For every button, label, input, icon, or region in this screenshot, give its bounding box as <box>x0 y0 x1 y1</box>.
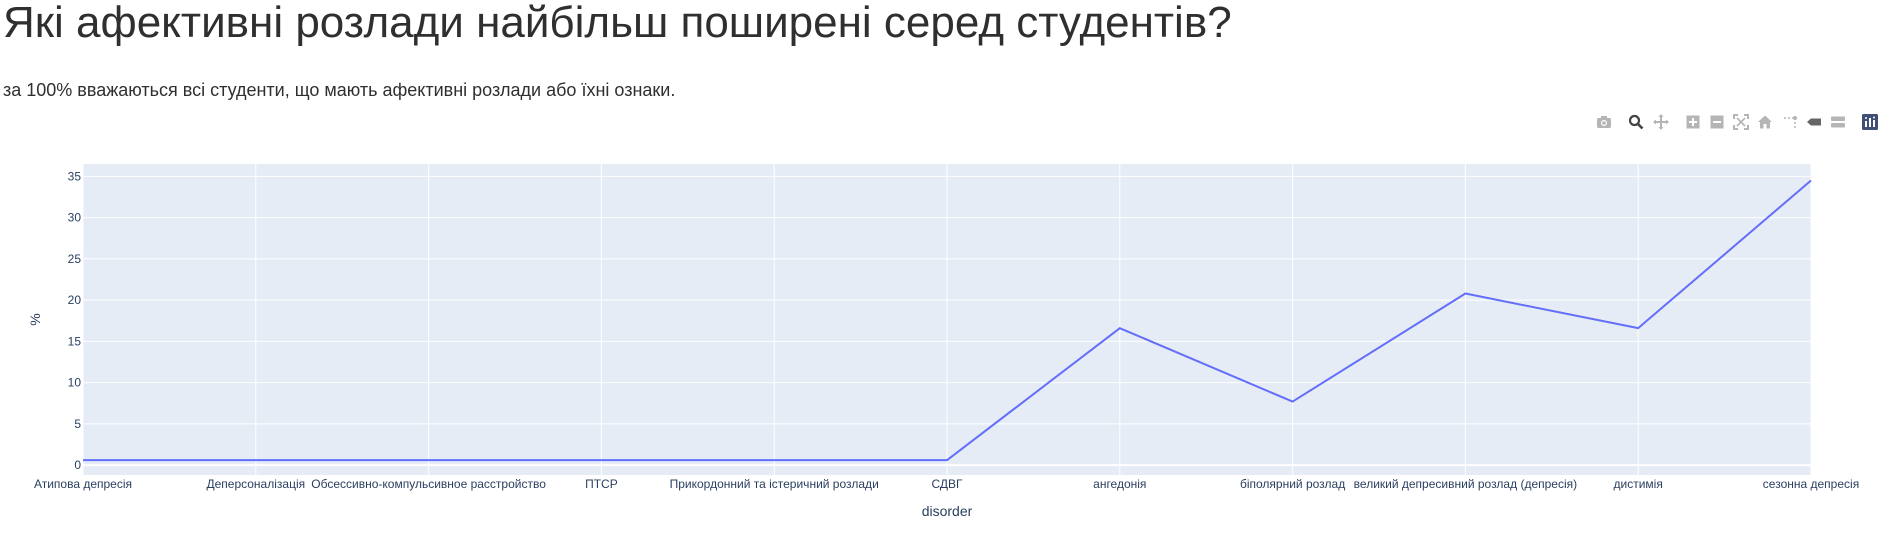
y-tick-label: 5 <box>74 417 81 431</box>
x-tick-label: СДВГ <box>931 477 963 491</box>
autoscale-icon[interactable] <box>1731 112 1751 132</box>
camera-icon[interactable] <box>1594 112 1614 132</box>
grid-lines <box>82 164 1812 475</box>
page-title: Які афективні розлади найбільш поширені … <box>3 0 1232 47</box>
spike-lines-icon[interactable] <box>1780 112 1800 132</box>
plotly-logo-icon[interactable] <box>1860 112 1880 132</box>
y-axis-title: % <box>27 313 43 325</box>
x-tick-label: дистимія <box>1614 477 1663 491</box>
series-lines <box>83 179 1812 462</box>
y-tick-label: 20 <box>68 293 82 307</box>
home-icon[interactable] <box>1755 112 1775 132</box>
x-tick-label: Прикордонний та істеричний розлади <box>670 477 879 491</box>
zoom-out-icon[interactable] <box>1707 112 1727 132</box>
x-tick-label: Атипова депресія <box>34 477 132 491</box>
y-axis-ticks: 0 5 10 15 20 25 30 35 <box>68 169 82 472</box>
pan-icon[interactable] <box>1651 112 1671 132</box>
x-axis-ticks: Атипова депресія Деперсоналізація Обсессив… <box>34 477 1859 491</box>
series-line[interactable] <box>83 179 1812 462</box>
y-tick-label: 30 <box>68 211 82 225</box>
x-tick-label: біполярний розлад <box>1240 477 1345 491</box>
y-tick-label: 25 <box>68 252 82 266</box>
y-tick-label: 35 <box>68 169 82 183</box>
y-tick-label: 15 <box>68 334 82 348</box>
y-tick-label: 10 <box>68 376 82 390</box>
x-tick-label: сезонна депресія <box>1763 477 1859 491</box>
x-axis-title: disorder <box>922 503 973 519</box>
hover-compare-icon[interactable] <box>1828 112 1848 132</box>
y-tick-label: 0 <box>74 458 81 472</box>
x-tick-label: Обсессивно-компульсивное расстройство <box>311 477 546 491</box>
page-subtitle: за 100% вважаються всі студенти, що мают… <box>3 80 676 100</box>
x-tick-label: ПТСР <box>585 477 618 491</box>
modebar <box>1594 112 1894 132</box>
hover-closest-icon[interactable] <box>1804 112 1824 132</box>
x-tick-label: великий депресивний розлад (депресія) <box>1354 477 1577 491</box>
zoom-in-icon[interactable] <box>1683 112 1703 132</box>
x-tick-label: ангедонія <box>1093 477 1146 491</box>
x-tick-label: Деперсоналізація <box>206 477 305 491</box>
zoom-icon[interactable] <box>1626 112 1646 132</box>
